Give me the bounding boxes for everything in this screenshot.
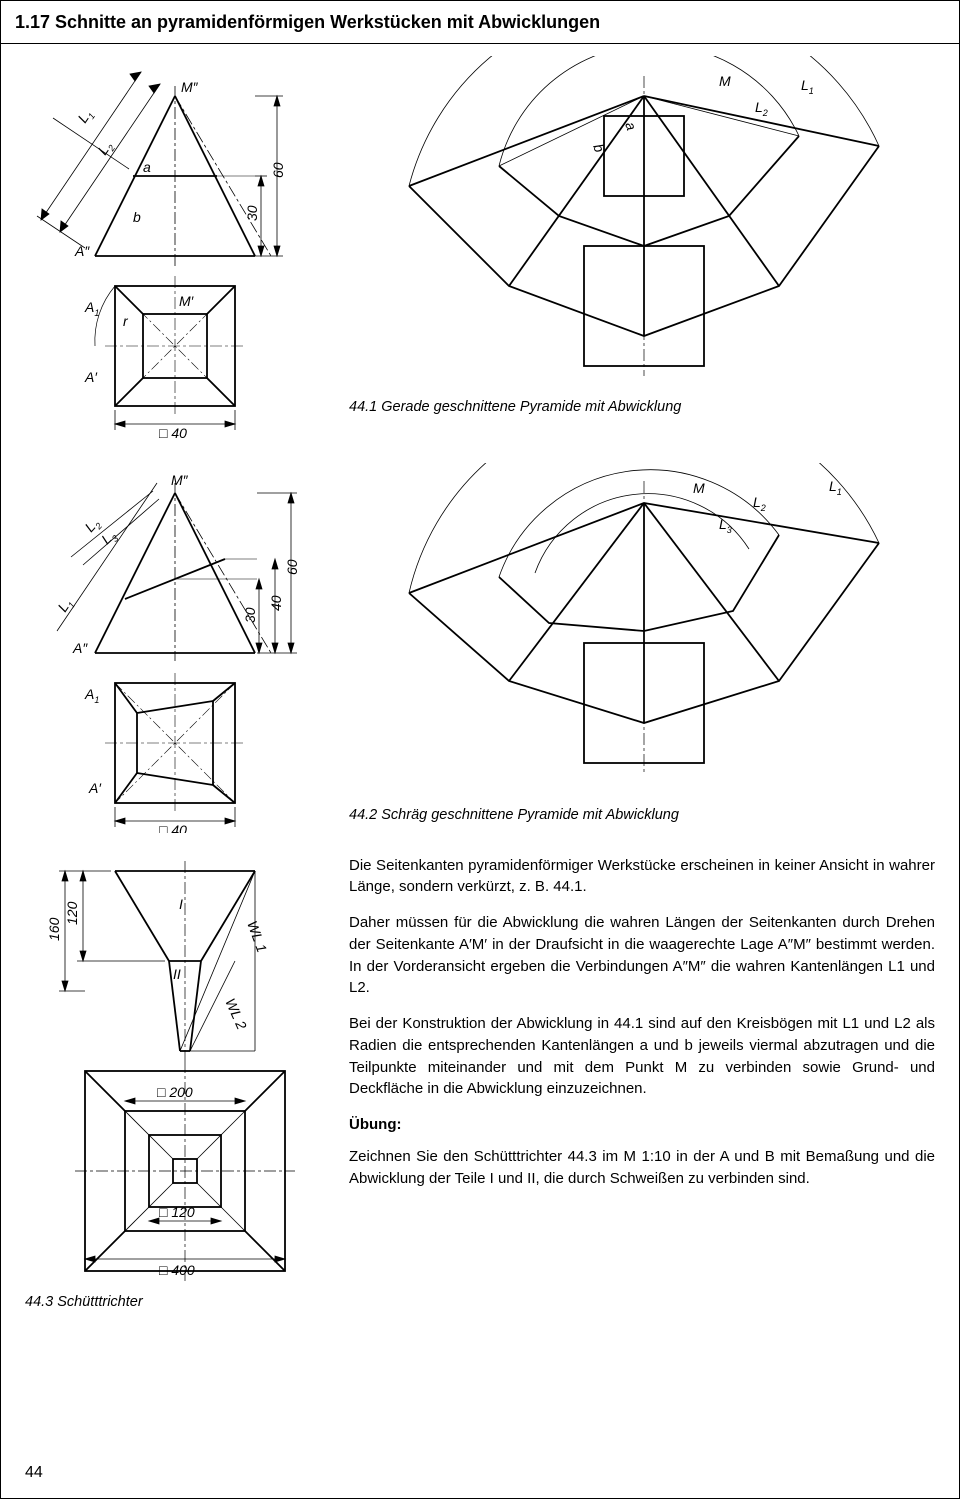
dim-sq40b: □ 40 bbox=[159, 822, 187, 833]
label-Mb: M bbox=[693, 480, 705, 496]
caption-44-3: 44.3 Schütttrichter bbox=[25, 1292, 325, 1313]
dim-160: 160 bbox=[46, 917, 62, 941]
label-b-dev: b bbox=[590, 142, 608, 155]
label-L2r: L2 bbox=[755, 99, 768, 118]
label-I: I bbox=[179, 896, 183, 912]
label-WL2: WL 2 bbox=[222, 995, 250, 1031]
caption-44-2: 44.2 Schräg geschnittene Pyramide mit Ab… bbox=[349, 805, 935, 826]
label-M2: M″ bbox=[181, 79, 199, 95]
label-A1: A1 bbox=[84, 299, 99, 318]
figure-44-1-left: 60 30 M″ bbox=[25, 56, 325, 451]
dim-sq400: □ 400 bbox=[159, 1262, 195, 1278]
figure-44-2-left: 60 40 30 M″ A″ L1 L2 L3 bbox=[25, 463, 325, 838]
label-M: M bbox=[719, 73, 731, 89]
dim-40b: 40 bbox=[268, 596, 284, 612]
page-title: 1.17 Schnitte an pyramidenförmigen Werks… bbox=[1, 1, 959, 44]
label-Apb: A′ bbox=[88, 780, 102, 796]
label-L2: L2 bbox=[94, 138, 117, 159]
dim-sq40: □ 40 bbox=[159, 425, 187, 441]
label-A2: A″ bbox=[74, 243, 90, 259]
para-3: Bei der Konstruktion der Abwicklung in 4… bbox=[349, 1013, 935, 1100]
label-A1b: A1 bbox=[84, 686, 99, 705]
para-1: Die Seitenkanten pyramidenförmiger Werks… bbox=[349, 855, 935, 899]
body-text: Die Seitenkanten pyramidenförmiger Werks… bbox=[349, 855, 935, 1190]
label-b: b bbox=[133, 209, 141, 225]
dim-120: 120 bbox=[64, 901, 80, 925]
label-L1r: L1 bbox=[801, 77, 814, 96]
label-M2b: M″ bbox=[171, 472, 189, 488]
figure-44-1-right: M L1 L2 a b bbox=[349, 56, 935, 391]
dim-30: 30 bbox=[244, 205, 260, 221]
para-2: Daher müssen für die Abwicklung die wahr… bbox=[349, 912, 935, 999]
dim-30b: 30 bbox=[242, 608, 258, 624]
dim-60b: 60 bbox=[284, 560, 300, 576]
dim-sq200: □ 200 bbox=[157, 1084, 193, 1100]
label-II: II bbox=[173, 966, 181, 982]
page-number: 44 bbox=[25, 1461, 43, 1484]
label-L2rb: L2 bbox=[753, 494, 766, 513]
para-4: Zeichnen Sie den Schütttrichter 44.3 im … bbox=[349, 1146, 935, 1190]
label-L1b: L1 bbox=[54, 595, 77, 616]
label-L3rb: L3 bbox=[719, 516, 732, 535]
label-r: r bbox=[123, 313, 129, 329]
dim-60: 60 bbox=[270, 162, 286, 178]
label-L1rb: L1 bbox=[829, 478, 842, 497]
label-a: a bbox=[143, 159, 151, 175]
uebung-heading: Übung: bbox=[349, 1114, 935, 1136]
label-L1: L1 bbox=[74, 106, 97, 127]
label-Aprime: A′ bbox=[84, 369, 98, 385]
dim-sq120: □ 120 bbox=[159, 1204, 195, 1220]
figure-44-2-right: M L1 L2 L3 bbox=[349, 463, 935, 798]
figure-44-3-left: I II WL 1 WL 2 bbox=[25, 851, 325, 1286]
caption-44-1: 44.1 Gerade geschnittene Pyramide mit Ab… bbox=[349, 397, 935, 418]
label-A2b: A″ bbox=[72, 640, 88, 656]
label-WL1: WL 1 bbox=[244, 918, 270, 954]
label-Mprime: M′ bbox=[179, 293, 195, 309]
